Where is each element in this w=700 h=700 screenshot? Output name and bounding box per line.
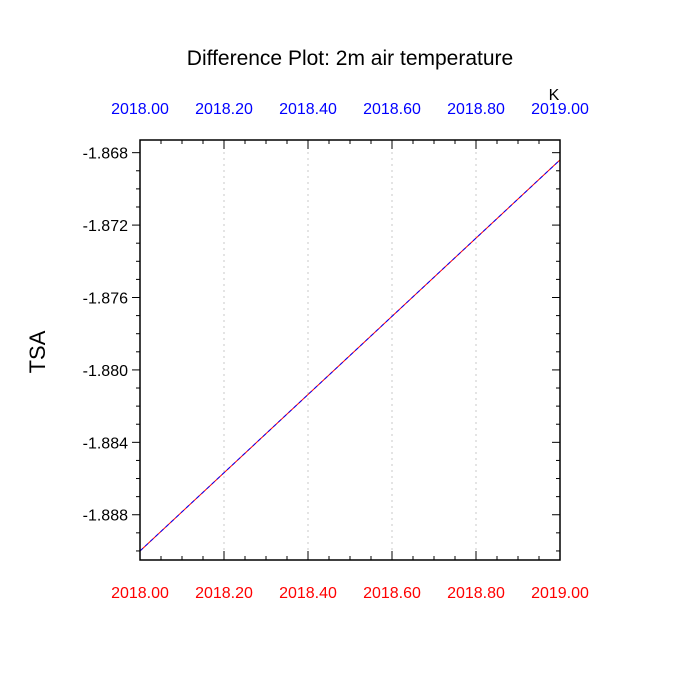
- x-tick-label-top: 2018.60: [363, 101, 421, 118]
- grid-layer: [223, 140, 477, 560]
- y-tick-label: -1.876: [83, 291, 128, 308]
- x-tick-label-bottom: 2018.00: [111, 585, 169, 602]
- x-tick-label-top: 2019.00: [531, 101, 589, 118]
- y-axis-label: TSA: [25, 330, 50, 373]
- x-tick-label-bottom: 2018.60: [363, 585, 421, 602]
- tick-layer: [132, 140, 561, 560]
- x-tick-label-top: 2018.00: [111, 101, 169, 118]
- x-tick-label-bottom: 2018.80: [447, 585, 505, 602]
- x-tick-label-top: 2018.80: [447, 101, 505, 118]
- y-tick-label: -1.884: [83, 435, 128, 452]
- plot-frame: [139, 139, 561, 561]
- series-layer: [139, 159, 561, 552]
- x-tick-label-bottom: 2018.40: [279, 585, 337, 602]
- units-label: K: [549, 87, 560, 104]
- x-tick-label-bottom: 2019.00: [531, 585, 589, 602]
- series-line-2: [139, 159, 561, 552]
- x-tick-label-bottom: 2018.20: [195, 585, 253, 602]
- y-tick-label: -1.868: [83, 146, 128, 163]
- x-tick-label-top: 2018.20: [195, 101, 253, 118]
- chart-title: Difference Plot: 2m air temperature: [187, 47, 513, 70]
- label-layer: 2018.00 2018.00 2018.20 2018.20 2018.40 2018.…: [83, 101, 589, 602]
- y-tick-label: -1.888: [83, 508, 128, 525]
- y-tick-label: -1.880: [83, 363, 128, 380]
- y-tick-label: -1.872: [83, 218, 128, 235]
- x-tick-label-top: 2018.40: [279, 101, 337, 118]
